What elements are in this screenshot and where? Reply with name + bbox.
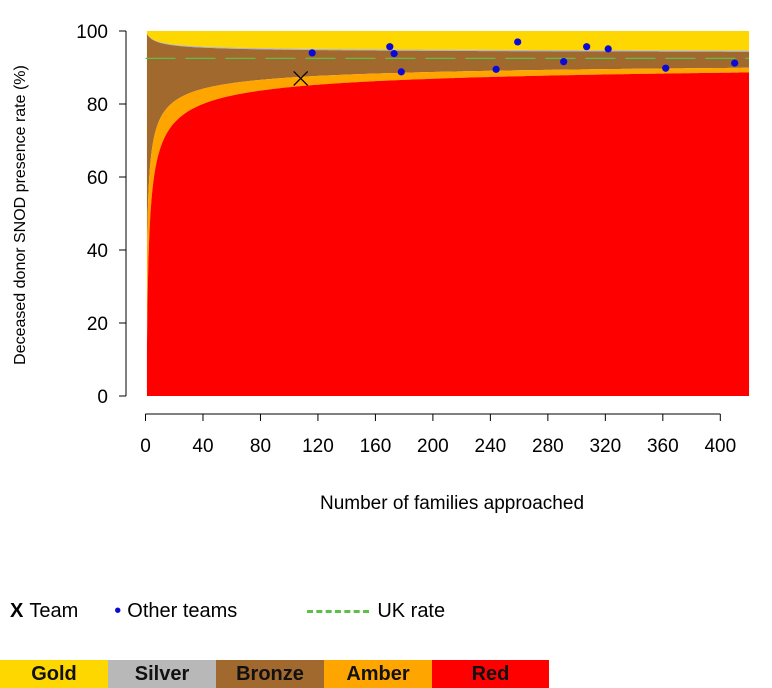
other-team-point (492, 65, 500, 73)
legend-uk-label: UK rate (377, 599, 446, 622)
other-team-point (560, 58, 568, 66)
other-team-point (662, 64, 670, 72)
band-legend: Gold Silver Bronze Amber Red (0, 660, 549, 688)
band-gold-area (146, 31, 750, 51)
x-tick-label: 120 (302, 436, 334, 457)
x-tick-label: 240 (475, 436, 507, 457)
performance-bands (146, 31, 750, 396)
x-tick-label: 40 (192, 436, 213, 457)
band-amber-label: Amber (346, 662, 410, 685)
x-tick-label: 200 (417, 436, 449, 457)
band-red-label: Red (471, 662, 510, 685)
x-tick-label: 80 (250, 436, 271, 457)
legend-other-label: Other teams (127, 599, 238, 622)
legend-team-label: Team (29, 599, 79, 622)
band-amber-area (146, 67, 750, 347)
x-tick-label: 160 (360, 436, 392, 457)
other-team-point (397, 68, 405, 76)
other-team-point (308, 49, 316, 57)
band-silver: Silver (108, 660, 216, 688)
y-tick-label: 80 (87, 95, 108, 116)
band-silver-label: Silver (134, 662, 190, 685)
band-gold: Gold (0, 660, 108, 688)
y-tick-label: 100 (76, 22, 108, 43)
chart-canvas: 0 20 40 60 80 100 0 40 80 120 160 200 240 280 320 360 40… (12, 22, 750, 514)
x-tick-label: 320 (589, 436, 621, 457)
band-bronze: Bronze (216, 660, 324, 688)
y-tick-label: 0 (97, 387, 108, 408)
team-point-marker (293, 70, 309, 86)
x-axis-title: Number of families approached (320, 493, 584, 514)
y-axis-title: Deceased donor SNOD presence rate (%) (12, 65, 29, 365)
other-team-point (604, 45, 612, 53)
data-points (293, 38, 739, 86)
team-marker-icon: X (10, 599, 24, 622)
band-bronze-label: Bronze (236, 662, 304, 685)
band-bronze-area (146, 34, 750, 251)
other-team-point (390, 50, 398, 58)
x-tick-label: 280 (532, 436, 564, 457)
band-gold-label: Gold (31, 662, 77, 685)
y-tick-label: 60 (87, 168, 108, 189)
axes: 0 20 40 60 80 100 0 40 80 120 160 200 240 280 320 360 40… (76, 22, 736, 457)
band-amber: Amber (324, 660, 432, 688)
legend: X Team • Other teams UK rate (10, 596, 445, 626)
legend-team: X Team (10, 600, 78, 623)
x-tick-label: 360 (647, 436, 679, 457)
other-team-point (583, 43, 591, 51)
band-red: Red (432, 660, 549, 688)
dot-icon: • (114, 599, 122, 622)
legend-other-teams: • Other teams (114, 600, 237, 623)
other-team-point (514, 38, 522, 46)
other-team-point (731, 59, 739, 67)
dashed-line-icon (307, 609, 370, 613)
other-team-point (386, 43, 394, 51)
y-tick-label: 40 (87, 241, 108, 262)
y-tick-label: 20 (87, 314, 108, 335)
legend-uk-rate: UK rate (307, 600, 445, 623)
x-tick-label: 400 (704, 436, 736, 457)
x-tick-label: 0 (140, 436, 151, 457)
band-red-area (146, 72, 750, 396)
